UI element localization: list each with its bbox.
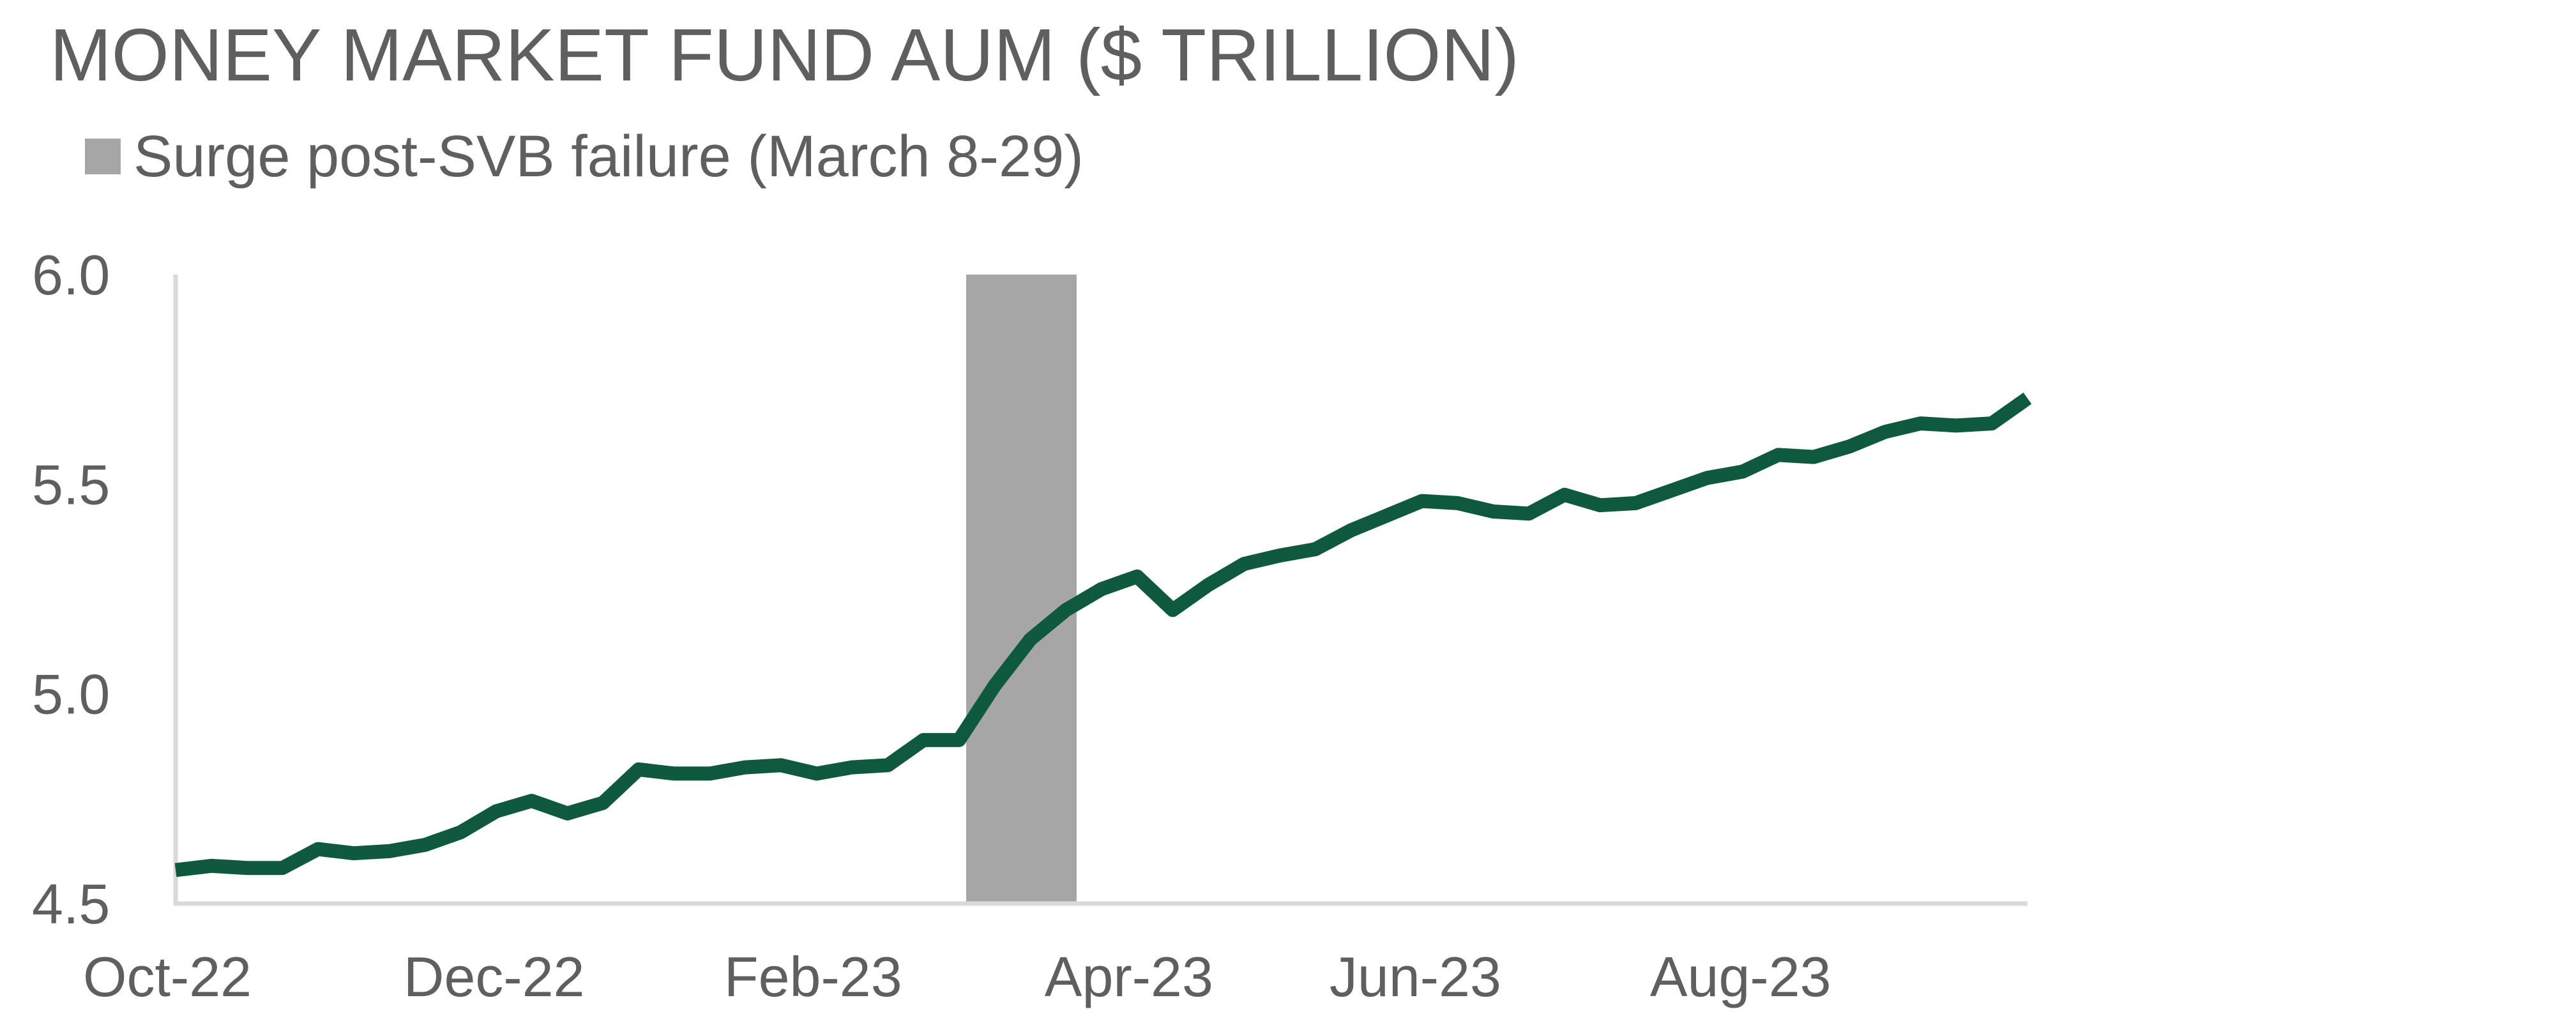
x-tick-label: Dec-22 [404,945,585,1008]
x-tick-label: Oct-22 [83,945,252,1008]
y-tick-label: 5.0 [32,663,110,726]
y-tick-label: 5.5 [32,453,110,516]
x-tick-label: Aug-23 [1650,945,1831,1008]
series-line-mmf-aum [174,392,2032,877]
x-tick-label: Jun-23 [1330,945,1501,1008]
legend: Surge post-SVB failure (March 8-29) [85,121,1084,192]
legend-label: Surge post-SVB failure (March 8-29) [133,123,1084,189]
legend-swatch-shaded-band [85,139,121,174]
svb-surge-band [966,275,1077,904]
x-tick-label: Apr-23 [1045,945,1213,1008]
chart-title: MONEY MARKET FUND AUM ($ TRILLION) [50,13,1520,96]
y-tick-label: 4.5 [32,872,110,936]
x-tick-label: Feb-23 [724,945,902,1008]
y-tick-label: 6.0 [32,243,110,307]
